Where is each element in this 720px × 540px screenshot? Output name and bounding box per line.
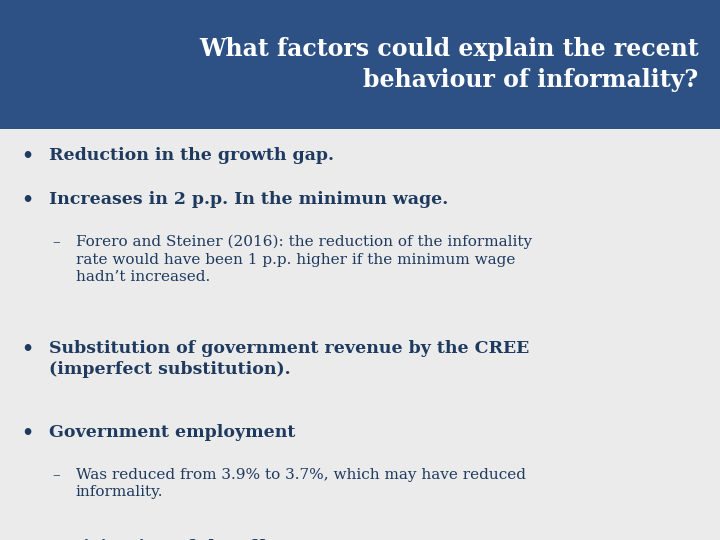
FancyBboxPatch shape [0,129,720,540]
Text: behaviour of informality?: behaviour of informality? [363,68,698,92]
Text: Substitution of government revenue by the CREE
(imperfect substitution).: Substitution of government revenue by th… [49,340,529,377]
Text: –: – [52,235,60,249]
Text: •: • [22,191,34,209]
Text: Was reduced from 3.9% to 3.7%, which may have reduced
informality.: Was reduced from 3.9% to 3.7%, which may… [76,468,526,500]
Text: –: – [52,468,60,482]
Text: What factors could explain the recent: What factors could explain the recent [199,37,698,61]
Text: Anticipation of the effect.: Anticipation of the effect. [49,539,300,540]
Text: Forero and Steiner (2016): the reduction of the informality
rate would have been: Forero and Steiner (2016): the reduction… [76,235,532,284]
Text: Reduction in the growth gap.: Reduction in the growth gap. [49,147,334,164]
Text: Increases in 2 p.p. In the minimun wage.: Increases in 2 p.p. In the minimun wage. [49,191,449,208]
Text: •: • [22,340,34,357]
Text: •: • [22,424,34,442]
Text: Government employment: Government employment [49,424,295,441]
FancyBboxPatch shape [0,0,720,129]
Text: •: • [22,539,34,540]
Text: •: • [22,147,34,165]
